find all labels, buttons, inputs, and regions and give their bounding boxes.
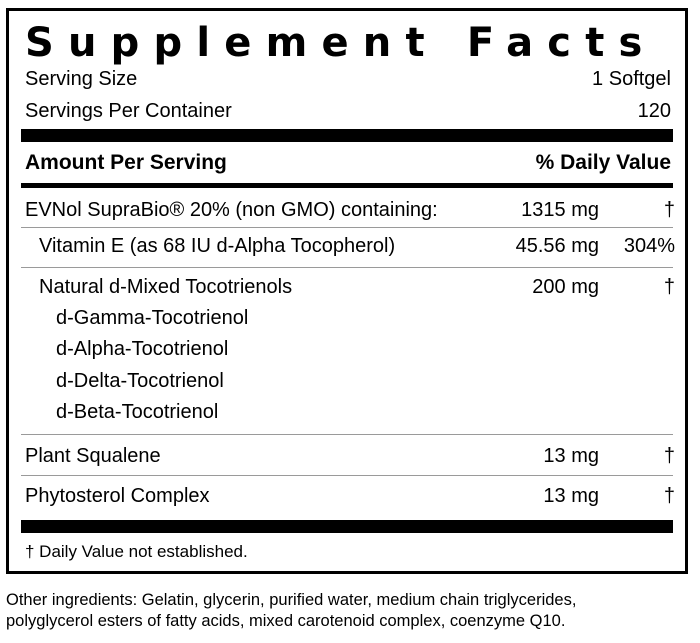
supplement-facts-panel: Supplement Facts Serving Size 1 Softgel … (6, 8, 688, 574)
footnote: † Daily Value not established. (25, 542, 248, 561)
serving-size-label: Serving Size (25, 68, 138, 90)
sub-ingredient: d-Alpha-Tocotrienol (56, 338, 229, 360)
other-ingredients-line: polyglycerol esters of fatty acids, mixe… (6, 612, 566, 630)
row-divider (21, 267, 673, 268)
sub-ingredient: d-Delta-Tocotrienol (56, 370, 224, 392)
ingredient-dv: † (663, 485, 675, 507)
row-divider (21, 227, 673, 228)
other-ingredients: Other ingredients: Gelatin, glycerin, pu… (6, 590, 694, 632)
panel-title: Supplement Facts (25, 20, 657, 66)
ingredient-amount: 200 mg (532, 276, 599, 298)
ingredient-dv: † (663, 276, 675, 298)
row-divider (21, 475, 673, 476)
servings-label: Servings Per Container (25, 100, 232, 122)
other-ingredients-line: Other ingredients: Gelatin, glycerin, pu… (6, 591, 577, 609)
ingredient-dv: † (663, 445, 675, 467)
ingredient-amount: 45.56 mg (515, 235, 599, 257)
row-divider (21, 434, 673, 435)
ingredient-amount: 13 mg (543, 485, 599, 507)
serving-size-value: 1 Softgel (592, 68, 671, 90)
ingredient-name: EVNol SupraBio® 20% (non GMO) containing… (25, 199, 438, 221)
thick-divider-bottom (21, 520, 673, 533)
ingredient-amount: 13 mg (543, 445, 599, 467)
ingredient-dv: 304% (623, 235, 675, 257)
dv-header: % Daily Value (535, 151, 671, 174)
amount-header: Amount Per Serving (25, 151, 227, 174)
ingredient-name: Natural d-Mixed Tocotrienols (39, 276, 293, 298)
servings-value: 120 (637, 100, 671, 122)
ingredient-name: Phytosterol Complex (25, 485, 210, 507)
ingredient-name: Vitamin E (as 68 IU d-Alpha Tocopherol) (39, 235, 396, 257)
sub-ingredient: d-Beta-Tocotrienol (56, 401, 219, 423)
sub-ingredient: d-Gamma-Tocotrienol (56, 307, 249, 329)
ingredient-name: Plant Squalene (25, 445, 161, 467)
ingredient-dv: † (663, 199, 675, 221)
thick-divider-top (21, 129, 673, 142)
ingredient-amount: 1315 mg (521, 199, 599, 221)
medium-divider (21, 183, 673, 188)
